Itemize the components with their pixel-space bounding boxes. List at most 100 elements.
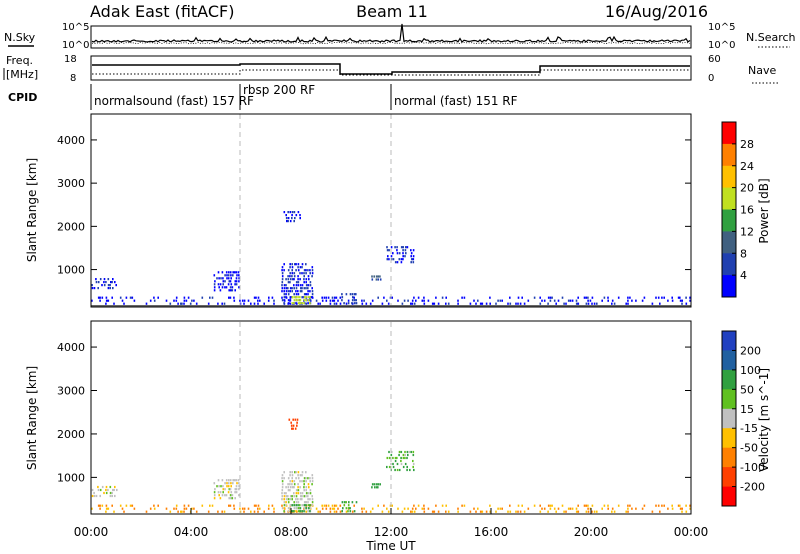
velocity-pixel xyxy=(105,485,108,489)
velocity-colorbar-frame xyxy=(721,330,737,507)
power-pixel xyxy=(553,299,556,302)
power-pixel xyxy=(353,296,355,299)
velocity-pixel xyxy=(437,510,440,513)
power-pixel xyxy=(405,246,407,249)
velocity-pixel xyxy=(305,492,308,495)
power-pixel xyxy=(281,275,284,278)
velocity-pixel xyxy=(561,504,564,507)
power-pixel xyxy=(91,299,93,302)
velocity-pixel xyxy=(233,507,236,510)
power-pixel xyxy=(291,263,293,266)
velocity-pixel xyxy=(587,504,589,507)
velocity-pixel xyxy=(228,504,230,507)
velocity-pixel xyxy=(549,504,552,507)
velocity-pixel xyxy=(228,497,230,500)
velocity-pixel xyxy=(301,471,304,474)
velocity-pixel xyxy=(295,504,298,507)
power-pixel xyxy=(297,284,300,287)
velocity-pixel xyxy=(119,504,122,507)
velocity-pixel xyxy=(349,507,351,510)
velocity-pixel xyxy=(235,485,238,488)
power-pixel xyxy=(233,296,235,299)
power-pixel xyxy=(234,283,236,286)
power-pixel xyxy=(183,299,186,302)
velocity-pixel xyxy=(107,507,110,510)
velocity-pixel xyxy=(257,507,259,510)
power-pixel xyxy=(386,258,389,261)
power-pixel xyxy=(291,214,293,217)
power-pixel xyxy=(227,283,230,286)
power-pixel xyxy=(289,281,291,284)
velocity-pixel xyxy=(386,507,388,510)
velocity-pixel xyxy=(281,486,284,489)
power-pixel xyxy=(567,299,570,302)
power-pixel xyxy=(410,249,412,252)
power-pixel xyxy=(671,299,674,302)
power-pixel xyxy=(517,302,519,305)
velocity-pixel xyxy=(183,510,185,513)
power-pixel xyxy=(297,293,300,296)
velocity-pixel xyxy=(295,507,298,510)
velocity-pixel xyxy=(235,488,238,491)
power-pixel xyxy=(587,296,589,299)
power-pixel xyxy=(287,278,290,281)
velocity-pixel xyxy=(341,501,344,504)
power-pixel xyxy=(111,296,113,299)
velocity-pixel xyxy=(309,504,311,507)
power-pixel xyxy=(213,289,216,292)
power-pixel xyxy=(235,271,238,274)
power-pixel xyxy=(551,296,553,299)
power-pixel xyxy=(293,296,295,299)
power-pixel xyxy=(145,302,148,305)
noise-left-tick-high: 10^5 xyxy=(62,22,89,33)
power-pixel xyxy=(295,281,298,284)
velocity-pixel xyxy=(218,494,220,497)
velocity-pixel xyxy=(343,501,346,504)
power-pixel xyxy=(403,299,406,302)
power-pixel xyxy=(301,272,303,275)
power-pixel xyxy=(383,296,385,299)
velocity-pixel xyxy=(285,504,287,507)
power-pixel xyxy=(299,217,301,220)
velocity-pixel xyxy=(253,504,256,507)
velocity-pixel xyxy=(309,489,312,492)
velocity-pixel xyxy=(109,494,112,498)
velocity-pixel xyxy=(293,486,295,489)
power-pixel xyxy=(625,302,627,305)
power-pixel xyxy=(303,281,305,284)
power-pixel xyxy=(627,296,629,299)
power-pixel xyxy=(191,299,193,302)
power-pixel xyxy=(353,299,356,302)
velocity-pixel xyxy=(497,507,499,510)
power-pixel xyxy=(238,280,240,283)
velocity-pixel xyxy=(285,501,287,504)
velocity-pixel xyxy=(447,510,450,513)
power-pixel xyxy=(283,302,285,305)
power-pixel xyxy=(283,299,286,302)
velocity-pixel xyxy=(406,465,408,469)
power-pixel xyxy=(114,281,116,284)
velocity-pixel xyxy=(563,510,565,513)
power-pixel xyxy=(189,302,192,305)
power-pixel xyxy=(291,278,294,281)
velocity-colorbar-bin xyxy=(722,467,736,487)
power-pixel xyxy=(267,299,270,302)
power-pixel xyxy=(214,280,216,283)
power-pixel xyxy=(233,271,236,274)
time-xtick-label: 00:00 xyxy=(74,525,109,539)
power-pixel xyxy=(289,272,291,275)
velocity-pixel xyxy=(402,465,405,469)
velocity-pixel xyxy=(297,492,300,495)
velocity-pixel xyxy=(149,507,152,510)
velocity-pixel xyxy=(303,510,305,513)
velocity-pixel xyxy=(398,453,400,457)
velocity-pixel xyxy=(297,474,299,477)
power-pixel xyxy=(131,296,134,299)
velocity-pixel xyxy=(309,480,311,483)
velocity-pixel xyxy=(291,510,294,513)
power-pixel xyxy=(577,302,580,305)
velocity-pixel xyxy=(309,492,312,495)
power-pixel xyxy=(301,284,304,287)
power-pixel xyxy=(181,302,183,305)
velocity-pixel xyxy=(311,480,314,483)
